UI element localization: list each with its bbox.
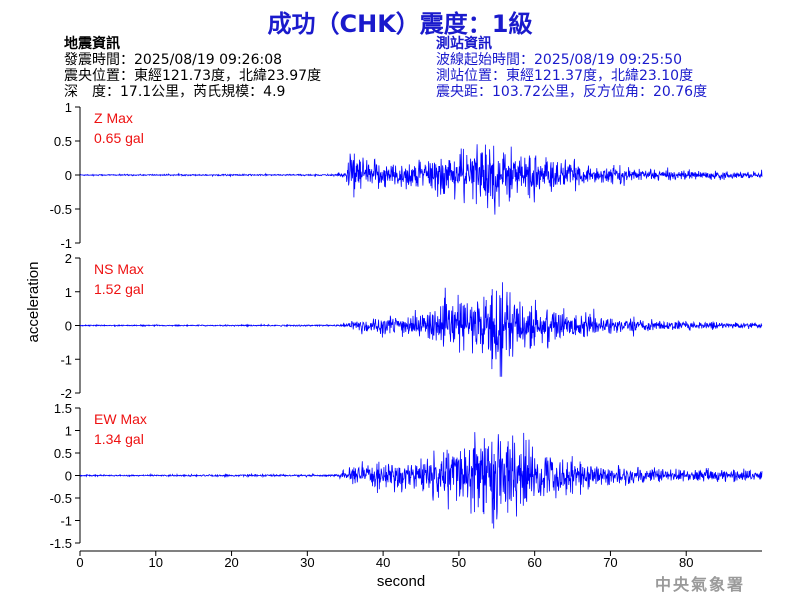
y-tick-label: 1 (65, 424, 72, 439)
earthquake-info-heading: 地震資訊 (64, 36, 120, 52)
cwa-watermark: 中央氣象署 (655, 575, 746, 594)
waveform-z (79, 144, 763, 215)
max-label-ns: NS Max (94, 261, 144, 277)
y-tick-label: -0.5 (50, 202, 72, 217)
y-tick-label: -1.5 (50, 536, 72, 551)
x-tick-label: 0 (76, 555, 83, 570)
y-tick-label: 1 (65, 100, 72, 115)
x-tick-label: 70 (603, 555, 617, 570)
x-tick-label: 80 (679, 555, 693, 570)
x-tick-label: 60 (527, 555, 541, 570)
y-tick-label: 0.5 (54, 134, 72, 149)
y-tick-label: 1.5 (54, 401, 72, 416)
x-tick-label: 10 (149, 555, 163, 570)
epicentral-distance: 震央距：103.72公里，反方位角：20.76度 (436, 84, 708, 100)
max-label-ew: EW Max (94, 411, 147, 427)
earthquake-info: 地震資訊 發震時間：2025/08/19 09:26:08 震央位置：東經121… (64, 36, 321, 100)
x-tick-label: 50 (452, 555, 466, 570)
y-tick-label: 2 (65, 251, 72, 266)
origin-time: 發震時間：2025/08/19 09:26:08 (64, 52, 283, 68)
wave-start-time: 波線起始時間：2025/08/19 09:25:50 (436, 52, 683, 68)
depth-magnitude: 深 度：17.1公里，芮氏規模：4.9 (64, 84, 286, 100)
max-value-ns: 1.52 gal (94, 281, 144, 297)
epicenter-location: 震央位置：東經121.73度，北緯23.97度 (64, 68, 322, 84)
y-tick-label: 0 (65, 168, 72, 183)
max-label-z: Z Max (94, 110, 133, 126)
y-tick-label: -0.5 (50, 491, 72, 506)
y-axis-label: acceleration (25, 262, 42, 343)
waveform-ns (79, 282, 763, 377)
waveform-ew (79, 432, 763, 529)
x-tick-label: 20 (224, 555, 238, 570)
y-tick-label: -2 (60, 386, 72, 401)
chart-title: 成功（CHK）震度：1級 (267, 10, 533, 38)
y-tick-label: 0 (65, 319, 72, 334)
max-value-z: 0.65 gal (94, 130, 144, 146)
station-location: 測站位置：東經121.37度，北緯23.10度 (436, 68, 694, 84)
x-tick-label: 40 (376, 555, 390, 570)
x-axis-label: second (377, 573, 425, 590)
y-tick-label: -1 (60, 352, 72, 367)
y-tick-label: 0 (65, 469, 72, 484)
station-info: 測站資訊 波線起始時間：2025/08/19 09:25:50 測站位置：東經1… (436, 36, 707, 100)
y-tick-label: 1 (65, 285, 72, 300)
y-tick-label: 0.5 (54, 446, 72, 461)
station-info-heading: 測站資訊 (436, 36, 492, 52)
y-tick-label: -1 (60, 236, 72, 251)
max-value-ew: 1.34 gal (94, 431, 144, 447)
y-tick-label: -1 (60, 514, 72, 529)
x-tick-label: 30 (300, 555, 314, 570)
